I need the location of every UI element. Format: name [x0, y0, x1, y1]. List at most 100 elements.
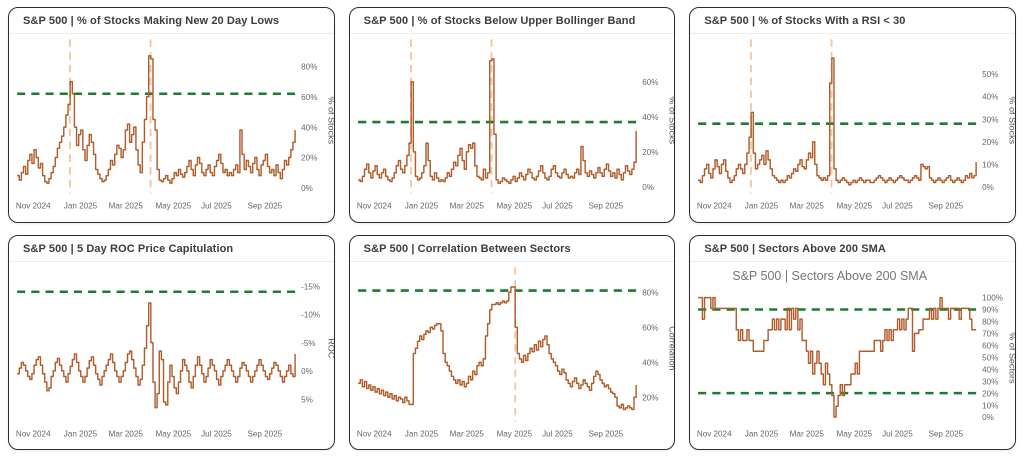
svg-text:Sep 2025: Sep 2025: [588, 428, 623, 438]
svg-text:Jan 2025: Jan 2025: [404, 201, 438, 211]
svg-text:-10%: -10%: [301, 309, 321, 319]
rsi-below-30-chart: 0% 10% 20% 30% 40% 50% % of Stocks Nov 2024 Jan …: [697, 39, 1015, 211]
svg-text:0%: 0%: [301, 183, 313, 193]
svg-text:May 2025: May 2025: [496, 201, 532, 211]
svg-text:% of Stocks: % of Stocks: [327, 96, 334, 144]
svg-text:May 2025: May 2025: [837, 201, 873, 211]
svg-text:May 2025: May 2025: [837, 428, 873, 438]
svg-text:Nov 2024: Nov 2024: [357, 201, 392, 211]
svg-text:40%: 40%: [983, 92, 1000, 102]
svg-text:Mar 2025: Mar 2025: [449, 201, 484, 211]
svg-text:Sep 2025: Sep 2025: [929, 428, 964, 438]
svg-text:20%: 20%: [642, 147, 659, 157]
svg-text:Jan 2025: Jan 2025: [745, 201, 779, 211]
svg-text:Mar 2025: Mar 2025: [109, 201, 144, 211]
svg-text:60%: 60%: [983, 340, 1000, 350]
svg-text:20%: 20%: [642, 392, 659, 402]
svg-text:Nov 2024: Nov 2024: [697, 428, 732, 438]
svg-text:80%: 80%: [983, 316, 1000, 326]
chart-card-sector-correlation: S&P 500 | Correlation Between Sectors 20…: [348, 234, 676, 450]
svg-text:0%: 0%: [642, 182, 654, 192]
svg-text:Mar 2025: Mar 2025: [790, 201, 825, 211]
chart-title-new-20-day-lows: S&P 500 | % of Stocks Making New 20 Day …: [9, 8, 334, 34]
svg-text:Sep 2025: Sep 2025: [929, 201, 964, 211]
chart-card-rsi-below-30: S&P 500 | % of Stocks With a RSI < 30 0%…: [689, 7, 1016, 223]
chart-area: S&P 500 | Sectors Above 200 SMA 0% 10% 20%…: [690, 262, 1015, 450]
svg-text:20%: 20%: [301, 152, 318, 162]
svg-text:-5%: -5%: [301, 337, 316, 347]
svg-text:Jul 2025: Jul 2025: [201, 428, 232, 438]
svg-text:50%: 50%: [983, 69, 1000, 79]
svg-text:10%: 10%: [983, 400, 1000, 410]
chart-title-below-upper-bollinger: S&P 500 | % of Stocks Below Upper Bollin…: [349, 8, 675, 34]
svg-text:Sep 2025: Sep 2025: [247, 428, 282, 438]
svg-text:Jul 2025: Jul 2025: [542, 201, 573, 211]
svg-text:Jul 2025: Jul 2025: [201, 201, 232, 211]
below-upper-bollinger-chart: 0% 20% 40% 60% % of Stocks Nov 2024 Jan 2025 Ma…: [357, 39, 674, 211]
svg-text:Jan 2025: Jan 2025: [64, 201, 98, 211]
chart-card-sectors-above-200sma: S&P 500 | Sectors Above 200 SMA S&P 500 …: [689, 234, 1016, 450]
svg-text:90%: 90%: [983, 304, 1000, 314]
svg-text:20%: 20%: [983, 388, 1000, 398]
roc-capitulation-chart: -15% -10% -5% 0% 5% ROC Nov 2024 Jan 2025 Mar 20…: [16, 281, 334, 439]
chart-area: 0% 20% 40% 60% % of Stocks Nov 2024 Jan 2025 Ma…: [350, 34, 674, 222]
svg-text:30%: 30%: [983, 376, 1000, 386]
svg-text:Jan 2025: Jan 2025: [64, 428, 98, 438]
chart-title-sector-correlation: S&P 500 | Correlation Between Sectors: [349, 236, 675, 262]
chart-title-roc-capitulation: S&P 500 | 5 Day ROC Price Capitulation: [9, 236, 334, 262]
svg-text:% of Stocks: % of Stocks: [667, 96, 674, 144]
svg-text:80%: 80%: [642, 287, 659, 297]
chart-card-new-20-day-lows: S&P 500 | % of Stocks Making New 20 Day …: [8, 7, 335, 223]
svg-text:Jul 2025: Jul 2025: [882, 201, 913, 211]
svg-text:60%: 60%: [642, 322, 659, 332]
sector-correlation-chart: 20% 40% 60% 80% Correlation Nov 2024 Jan 2025 M…: [357, 266, 674, 438]
svg-text:0%: 0%: [983, 182, 995, 192]
svg-text:Mar 2025: Mar 2025: [790, 428, 825, 438]
svg-text:50%: 50%: [983, 352, 1000, 362]
chart-area: 20% 40% 60% 80% Correlation Nov 2024 Jan 2025 M…: [350, 262, 674, 450]
svg-text:Jul 2025: Jul 2025: [882, 428, 913, 438]
svg-text:Sep 2025: Sep 2025: [588, 201, 623, 211]
svg-text:5%: 5%: [301, 394, 313, 404]
svg-text:% of Sectors: % of Sectors: [1008, 332, 1015, 384]
svg-text:May 2025: May 2025: [496, 428, 532, 438]
chart-title-rsi-below-30: S&P 500 | % of Stocks With a RSI < 30: [690, 8, 1015, 34]
svg-text:70%: 70%: [983, 328, 1000, 338]
chart-area: -15% -10% -5% 0% 5% ROC Nov 2024 Jan 2025 Mar 20…: [9, 262, 334, 450]
svg-text:Mar 2025: Mar 2025: [109, 428, 144, 438]
svg-text:100%: 100%: [983, 292, 1004, 302]
svg-text:Nov 2024: Nov 2024: [357, 428, 392, 438]
svg-text:Nov 2024: Nov 2024: [16, 201, 51, 211]
chart-card-roc-capitulation: S&P 500 | 5 Day ROC Price Capitulation -…: [8, 234, 335, 450]
sectors-above-200sma-chart: 0% 10% 20% 30% 40% 50% 60% 70% 80% 90% 100% % of Se…: [697, 292, 1015, 438]
svg-text:30%: 30%: [983, 114, 1000, 124]
svg-text:May 2025: May 2025: [156, 428, 192, 438]
svg-text:ROC: ROC: [327, 338, 334, 359]
chart-title-sectors-above-200sma: S&P 500 | Sectors Above 200 SMA: [690, 236, 1015, 262]
svg-text:60%: 60%: [642, 77, 659, 87]
new-20-day-lows-chart: 0% 20% 40% 60% 80% % of Stocks Nov 2024 Jan 202…: [16, 39, 334, 211]
svg-text:20%: 20%: [983, 137, 1000, 147]
svg-text:Jan 2025: Jan 2025: [745, 428, 779, 438]
svg-text:Mar 2025: Mar 2025: [449, 428, 484, 438]
svg-text:Jul 2025: Jul 2025: [542, 428, 573, 438]
svg-text:Correlation: Correlation: [667, 326, 674, 370]
svg-text:60%: 60%: [301, 92, 318, 102]
svg-text:May 2025: May 2025: [156, 201, 192, 211]
svg-text:Nov 2024: Nov 2024: [697, 201, 732, 211]
svg-text:Sep 2025: Sep 2025: [247, 201, 282, 211]
svg-text:0%: 0%: [301, 365, 313, 375]
svg-text:10%: 10%: [983, 159, 1000, 169]
svg-text:0%: 0%: [983, 412, 995, 422]
chart-card-below-upper-bollinger: S&P 500 | % of Stocks Below Upper Bollin…: [348, 7, 676, 223]
svg-text:40%: 40%: [642, 357, 659, 367]
chart-area: 0% 20% 40% 60% 80% % of Stocks Nov 2024 Jan 202…: [9, 34, 334, 222]
svg-text:Jan 2025: Jan 2025: [404, 428, 438, 438]
svg-text:40%: 40%: [301, 122, 318, 132]
svg-text:80%: 80%: [301, 61, 318, 71]
svg-text:Nov 2024: Nov 2024: [16, 428, 51, 438]
svg-text:40%: 40%: [983, 364, 1000, 374]
svg-text:-15%: -15%: [301, 281, 321, 291]
svg-text:% of Stocks: % of Stocks: [1008, 96, 1015, 144]
